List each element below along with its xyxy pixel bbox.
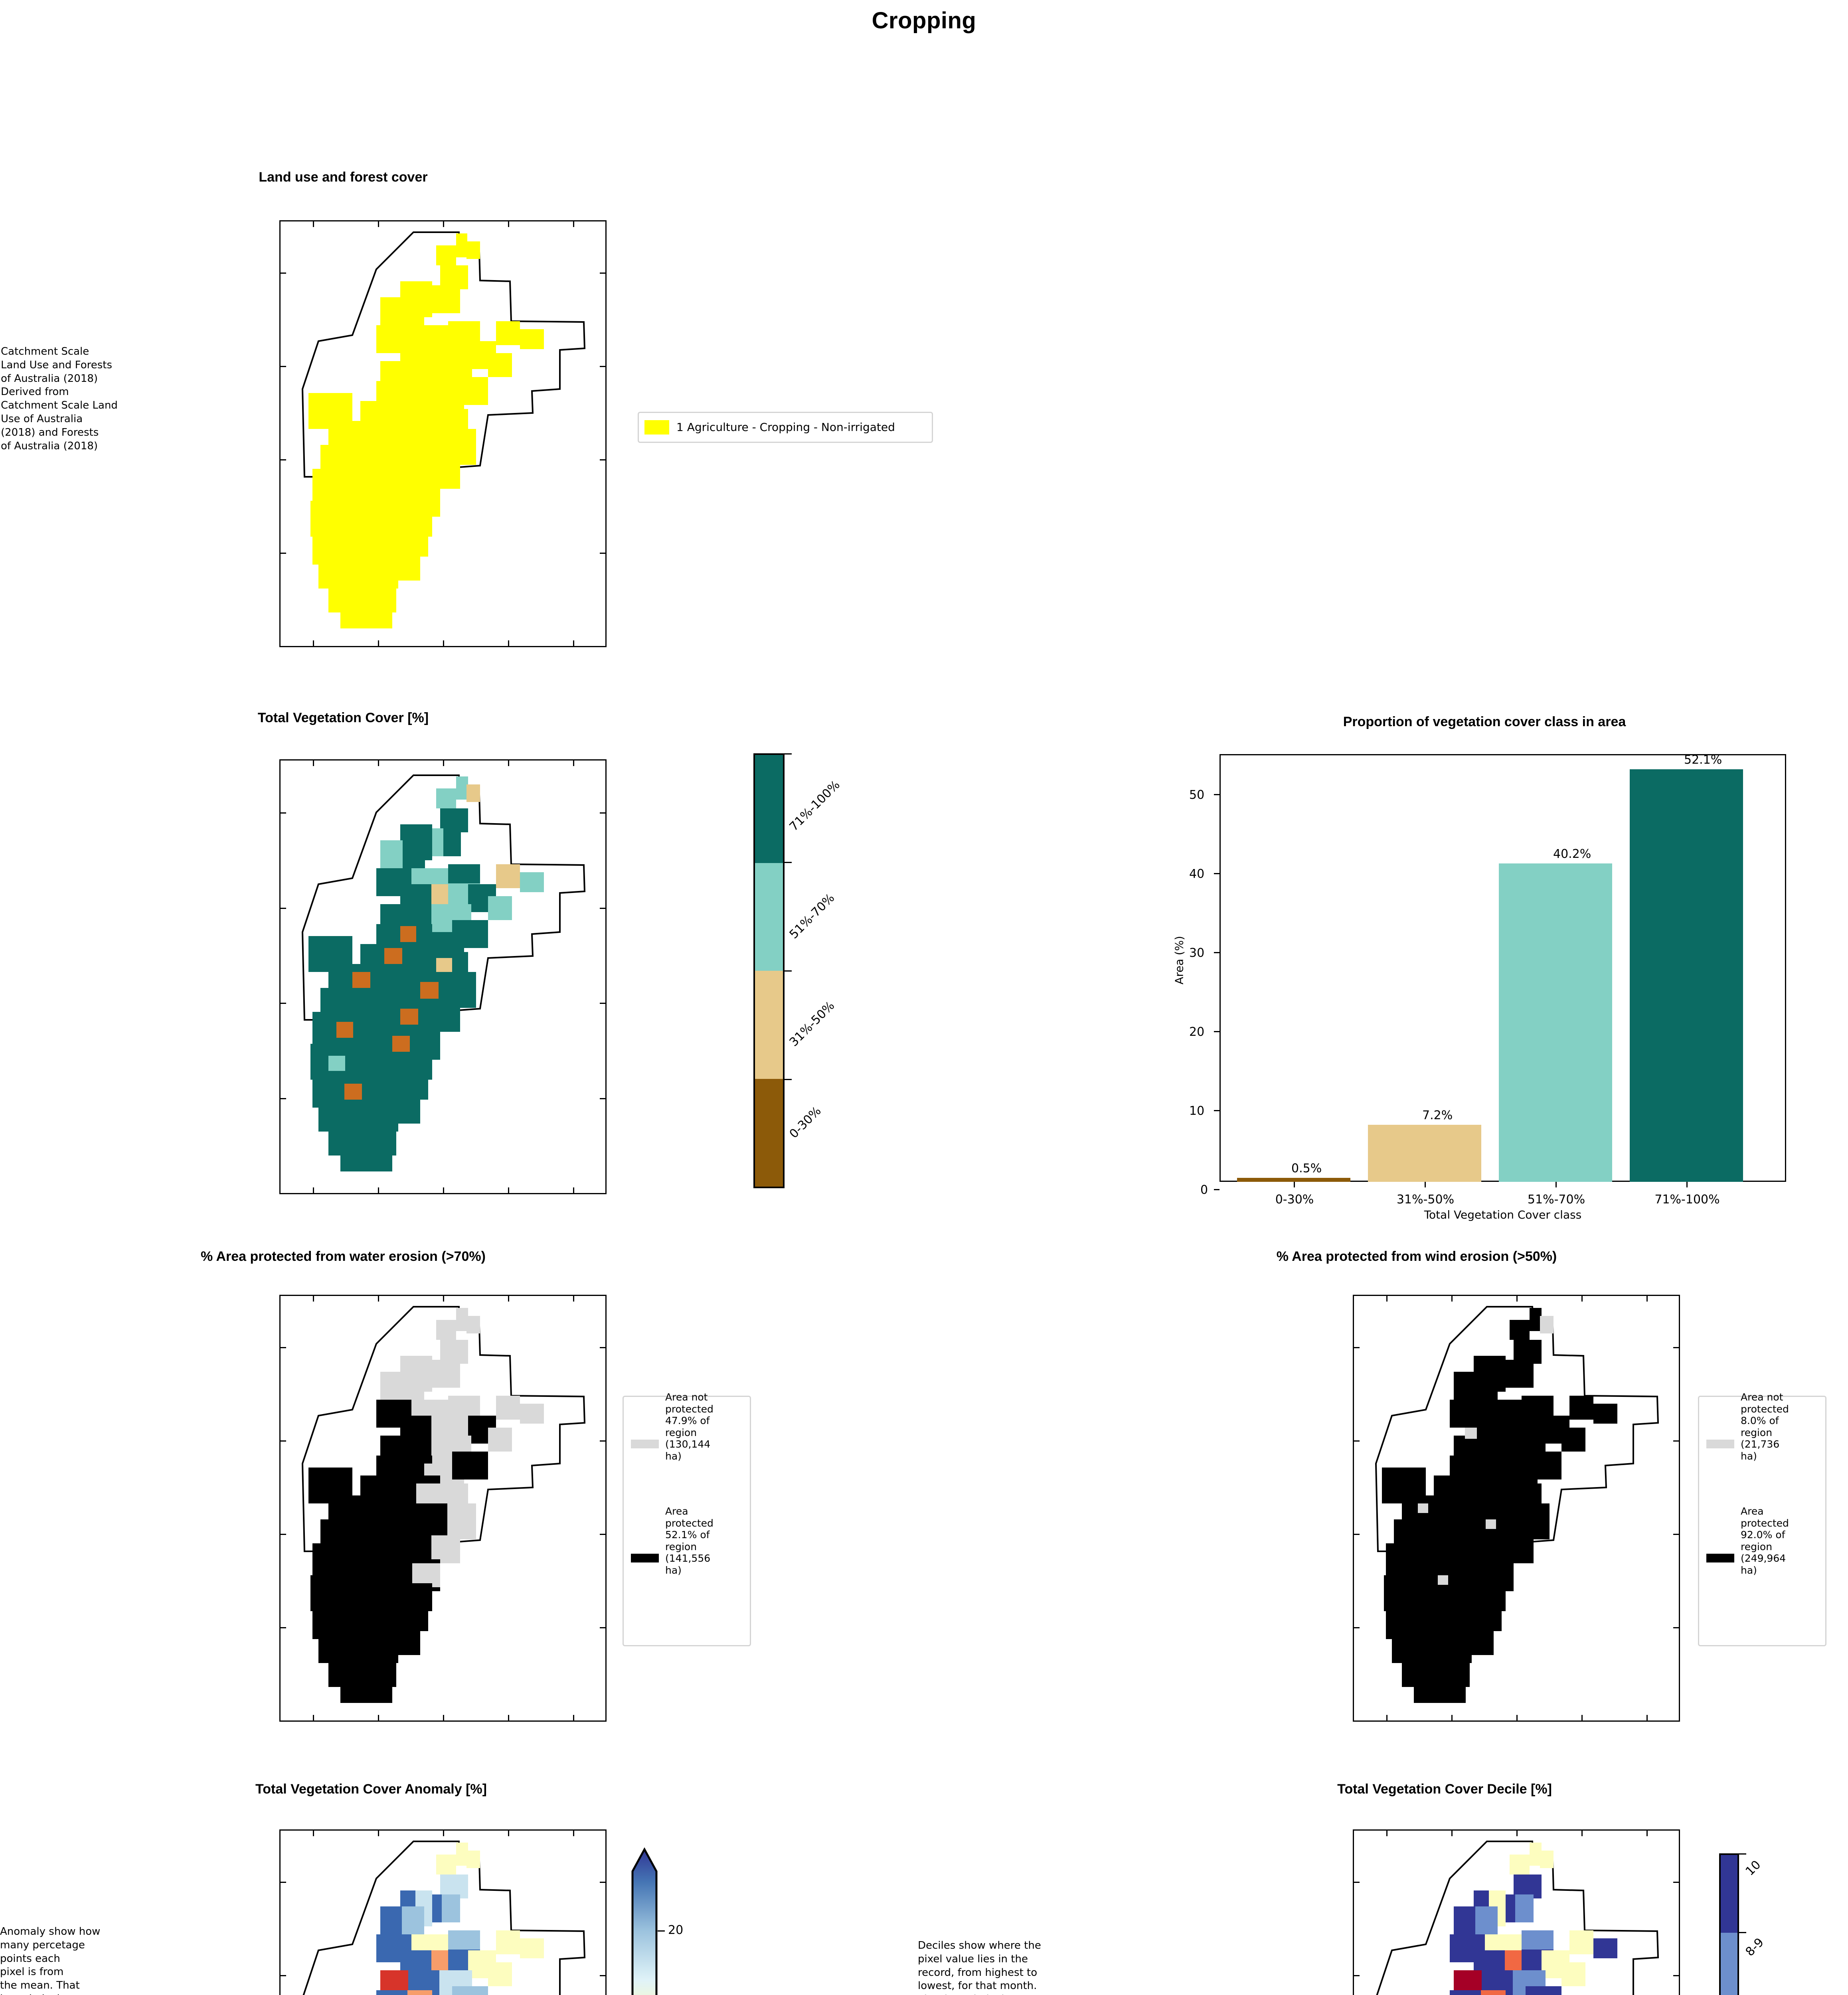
landuse-map-svg [301, 231, 586, 628]
bar-0 [1237, 1178, 1350, 1182]
landuse-panel-title: Land use and forest cover [259, 170, 428, 185]
vegcover-colorbar-label-51-70: 51%-70% [787, 891, 838, 942]
landuse-legend-label: 1 Agriculture - Cropping - Non-irrigated [676, 421, 895, 434]
water-erosion-legend-label-notprotected: Area not protected 47.9% of region (130,… [665, 1391, 714, 1462]
bar-1 [1368, 1125, 1481, 1182]
decile-colorbar [1719, 1853, 1739, 1995]
page-title: Cropping [872, 8, 976, 34]
bar-chart-ytick-30: 30 [1189, 946, 1205, 960]
vegcover-colorbar-tick [785, 753, 792, 755]
wind-erosion-legend-swatch-notprotected [1706, 1439, 1734, 1448]
vegcover-colorbar-tick [785, 1079, 792, 1080]
water-erosion-legend-swatch-protected [631, 1553, 659, 1562]
decile-raster [1450, 1843, 1617, 1995]
vegcover-colorbar-seg-0 [755, 1078, 783, 1187]
water-erosion-map [279, 1295, 607, 1722]
bar-chart-ytick-0: 0 [1200, 1183, 1208, 1197]
vegcover-colorbar [753, 753, 785, 1188]
decile-colorbar-label-10: 10 [1743, 1858, 1764, 1878]
wind-erosion-legend-swatch-protected [1706, 1553, 1734, 1562]
water-erosion-raster [308, 1308, 544, 1703]
vegcover-colorbar-seg-2 [755, 863, 783, 971]
vegcover-panel-title: Total Vegetation Cover [%] [257, 710, 429, 725]
bar-label-1: 7.2% [1422, 1108, 1453, 1122]
water-erosion-legend-swatch-notprotected [631, 1439, 659, 1448]
bar-chart-xtick-2: 51%-70% [1527, 1193, 1585, 1207]
anomaly-raster [376, 1843, 544, 1995]
vegcover-colorbar-seg-1 [755, 971, 783, 1079]
bar-chart-xtick-0: 0-30% [1275, 1193, 1314, 1207]
landuse-legend: 1 Agriculture - Cropping - Non-irrigated [638, 412, 933, 443]
anomaly-colorbar [630, 1847, 658, 1995]
wind-erosion-legend-label-protected: Area protected 92.0% of region (249,964 … [1741, 1505, 1789, 1576]
bar-chart-ytick-20: 20 [1189, 1025, 1205, 1039]
bar-chart-ytick-50: 50 [1189, 788, 1205, 802]
water-erosion-panel-title: % Area protected from water erosion (>70… [201, 1249, 486, 1264]
bar-label-2: 40.2% [1553, 847, 1591, 861]
wind-erosion-map [1353, 1295, 1680, 1722]
water-erosion-map-svg [301, 1306, 586, 1703]
decile-map [1353, 1829, 1680, 1995]
bar-chart-xtick-3: 71%-100% [1654, 1193, 1720, 1207]
catchment-boundary [301, 1306, 586, 1576]
catchment-boundary [302, 1841, 586, 1995]
decile-colorbar-tick [1739, 1932, 1746, 1933]
bar-chart: 50 40 30 20 10 0 0.5% 7.2% 40.2% 52.1% 0… [1189, 753, 1786, 1207]
bar-chart-ytick-40: 40 [1189, 867, 1205, 881]
catchment-boundary [1375, 1306, 1659, 1576]
landuse-legend-swatch [644, 420, 669, 435]
decile-colorbar-seg-8-9 [1721, 1933, 1737, 1995]
water-erosion-legend: Area not protected 47.9% of region (130,… [623, 1391, 751, 1646]
bar-chart-ylabel: Area (%) [1172, 936, 1186, 985]
vegcover-colorbar-tick [785, 970, 792, 972]
vegcover-map [279, 759, 607, 1194]
catchment-boundary [301, 231, 586, 502]
decile-sidenote: Deciles show where the pixel value lies … [918, 1940, 1041, 1995]
bar-chart-xtick-1: 31%-50% [1396, 1193, 1455, 1207]
cropping-raster [308, 233, 544, 628]
vegcover-map-svg [301, 774, 586, 1171]
vegcover-colorbar-seg-3 [755, 755, 783, 863]
wind-erosion-legend-label-notprotected: Area not protected 8.0% of region (21,73… [1741, 1391, 1789, 1462]
decile-colorbar-seg-10 [1721, 1855, 1737, 1933]
catchment-boundary [301, 774, 586, 1045]
vegcover-colorbar-label-0-30: 0-30% [787, 1104, 824, 1141]
wind-erosion-map-svg [1375, 1306, 1659, 1703]
wind-erosion-raster [1382, 1308, 1617, 1703]
bar-chart-title: Proportion of vegetation cover class in … [1343, 714, 1626, 729]
bar-chart-ytick-10: 10 [1189, 1104, 1205, 1118]
vegcover-colorbar-label-31-50: 31%-50% [787, 999, 838, 1049]
anomaly-sidenote: Anomaly show how many percetage points e… [0, 1926, 101, 1995]
landuse-sidenote: Catchment Scale Land Use and Forests of … [1, 346, 118, 452]
wind-erosion-panel-title: % Area protected from wind erosion (>50%… [1276, 1249, 1557, 1264]
water-erosion-legend-label-protected: Area protected 52.1% of region (141,556 … [665, 1505, 714, 1576]
vegcover-raster [308, 776, 544, 1171]
bar-label-0: 0.5% [1291, 1161, 1322, 1175]
vegcover-colorbar-tick [785, 862, 792, 863]
bar-2 [1499, 863, 1612, 1182]
anomaly-panel-title: Total Vegetation Cover Anomaly [%] [255, 1782, 487, 1797]
vegcover-colorbar-label-71-100: 71%-100% [787, 778, 843, 834]
bar-label-3: 52.1% [1684, 753, 1722, 767]
anomaly-colorbar-label-20: 20 [668, 1923, 684, 1937]
landuse-map [279, 220, 607, 647]
decile-panel-title: Total Vegetation Cover Decile [%] [1337, 1782, 1552, 1797]
anomaly-map-svg [302, 1841, 586, 1995]
wind-erosion-legend: Area not protected 8.0% of region (21,73… [1698, 1391, 1826, 1646]
decile-colorbar-tick [1739, 1853, 1746, 1855]
anomaly-colorbar-tick [658, 1930, 665, 1932]
bar-3 [1630, 769, 1743, 1182]
bar-chart-xlabel: Total Vegetation Cover class [1424, 1208, 1582, 1221]
anomaly-map [279, 1829, 607, 1995]
decile-colorbar-label-8-9: 8-9 [1743, 1935, 1767, 1959]
decile-map-svg [1376, 1841, 1659, 1995]
catchment-boundary [1376, 1841, 1659, 1995]
